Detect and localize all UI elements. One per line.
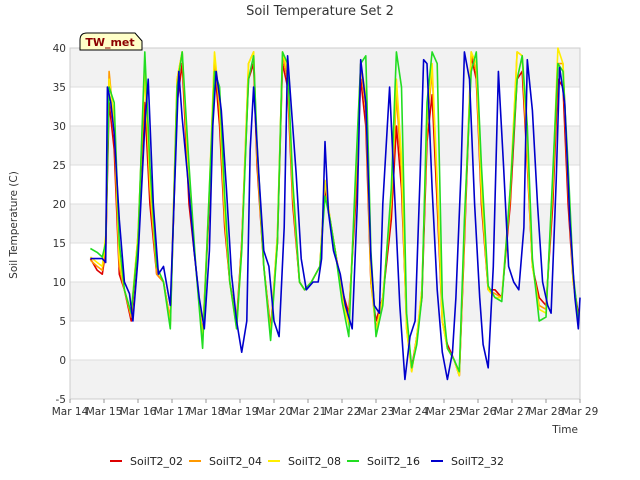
station-badge-label: TW_met (85, 36, 134, 49)
shaded-band (70, 48, 580, 87)
x-tick-label: Mar 24 (392, 406, 429, 418)
x-tick-label: Mar 22 (324, 406, 361, 418)
y-axis-label: Soil Temperature (C) (8, 171, 20, 279)
y-tick-label: 25 (53, 160, 66, 172)
x-tick-label: Mar 27 (494, 406, 531, 418)
x-tick-label: Mar 21 (290, 406, 327, 418)
y-tick-label: 30 (53, 121, 66, 133)
legend-label-SoilT2_16: SoilT2_16 (367, 455, 420, 468)
y-tick-label: 0 (59, 355, 66, 367)
x-tick-label: Mar 14 (52, 406, 89, 418)
legend: SoilT2_02 SoilT2_04 SoilT2_08 SoilT2_16 Soil… (110, 455, 504, 468)
series-line-SoilT2_32 (90, 51, 581, 381)
y-tick-label: 10 (53, 277, 66, 289)
x-tick-label: Mar 28 (528, 406, 565, 418)
legend-label-SoilT2_08: SoilT2_08 (288, 455, 341, 468)
x-axis-label: Time (551, 424, 578, 436)
legend-label-SoilT2_32: SoilT2_32 (451, 455, 504, 468)
x-tick-label: Mar 20 (256, 406, 293, 418)
background-bands (70, 48, 580, 399)
station-badge: TW_met (79, 32, 143, 51)
x-tick-label: Mar 25 (426, 406, 463, 418)
shaded-band (70, 360, 580, 399)
y-tick-label: -5 (56, 394, 66, 406)
shaded-band (70, 282, 580, 321)
shaded-band (70, 204, 580, 243)
x-tick-label: Mar 29 (562, 406, 599, 418)
x-tick-label: Mar 19 (222, 406, 259, 418)
y-tick-label: 40 (53, 43, 66, 55)
x-tick-label: Mar 23 (358, 406, 395, 418)
station-badge-box (79, 32, 143, 51)
series-layer (89, 47, 581, 381)
legend-label-SoilT2_04: SoilT2_04 (209, 455, 262, 468)
legend-label-SoilT2_02: SoilT2_02 (130, 455, 183, 468)
y-tick-label: 35 (53, 82, 66, 94)
x-tick-label: Mar 26 (460, 406, 497, 418)
x-tick-label: Mar 17 (154, 406, 191, 418)
series-line-SoilT2_16 (90, 51, 580, 373)
y-tick-label: 20 (53, 199, 66, 211)
y-axis-ticks: -5 0 5 10 15 20 25 30 35 40 (53, 43, 66, 406)
x-tick-label: Mar 16 (120, 406, 157, 418)
x-tick-label: Mar 18 (188, 406, 225, 418)
plot-area-frame (69, 47, 581, 400)
chart-title: Soil Temperature Set 2 (246, 4, 394, 19)
x-tick-label: Mar 15 (86, 406, 123, 418)
y-tick-label: 5 (59, 316, 66, 328)
y-tick-label: 15 (53, 238, 66, 250)
